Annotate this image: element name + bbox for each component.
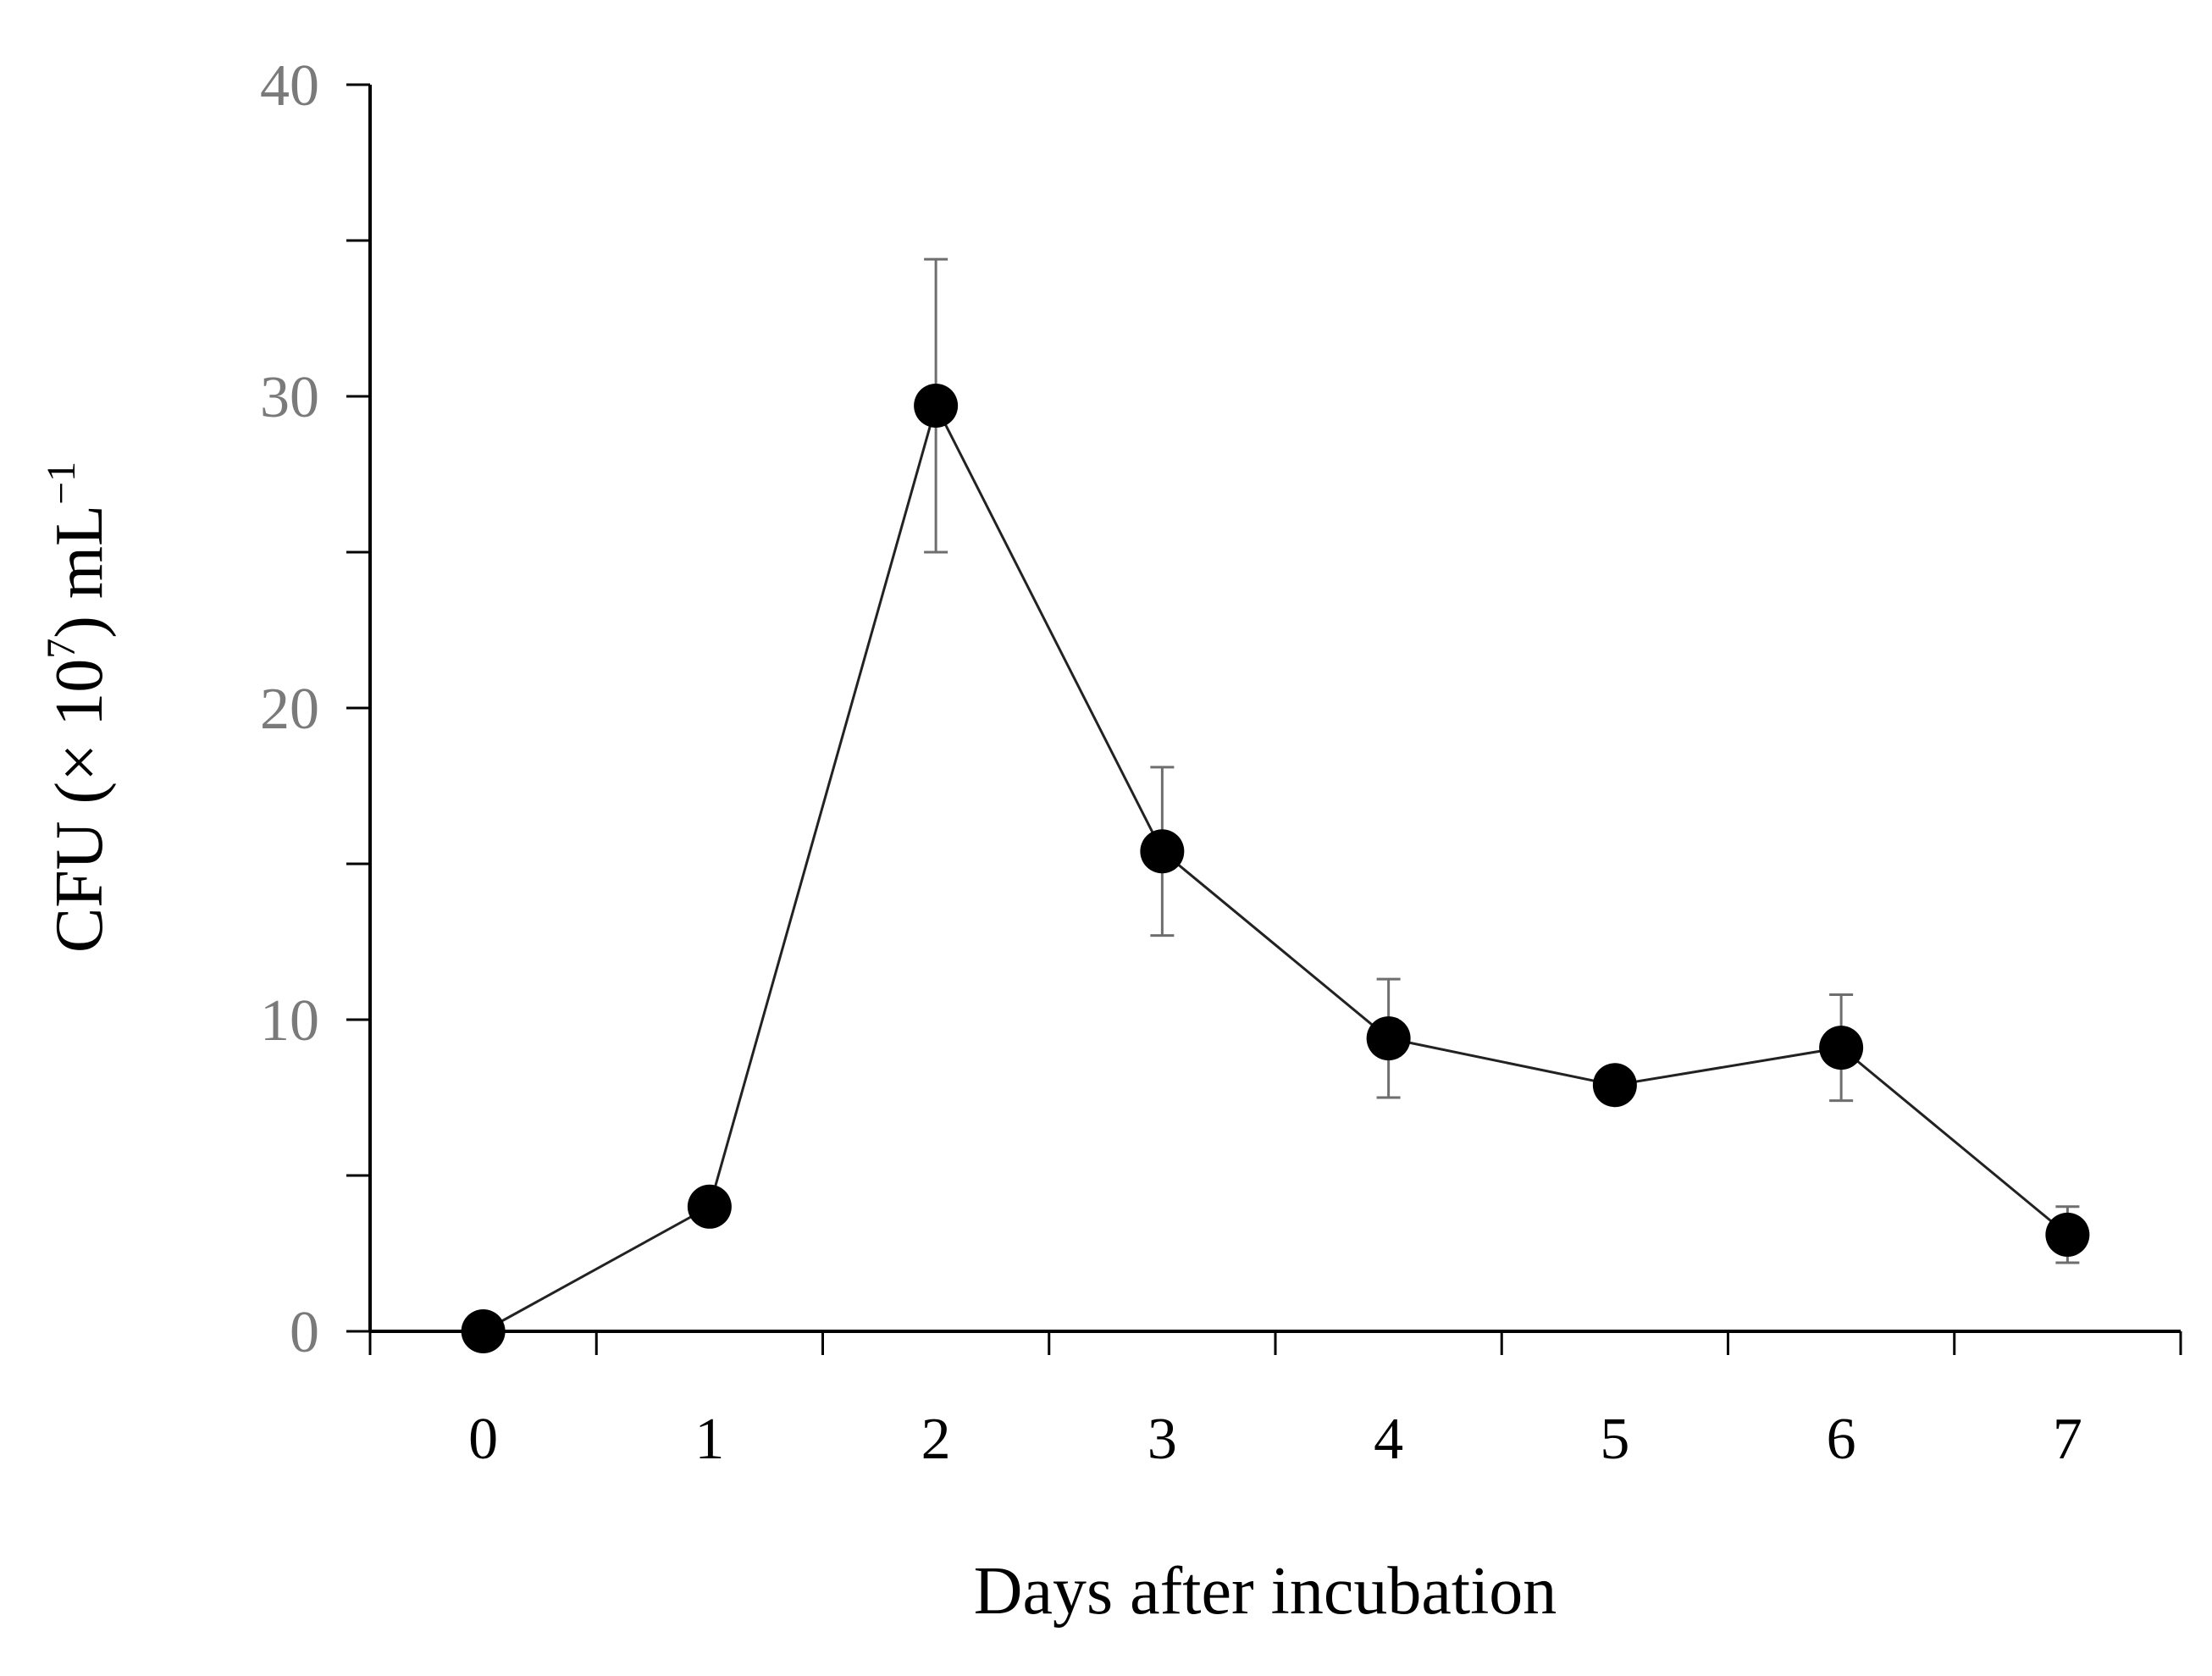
data-point	[1366, 1016, 1411, 1061]
y-tick-label: 10	[260, 988, 319, 1054]
x-tick-label: 3	[1147, 1407, 1177, 1472]
data-point	[1819, 1026, 1864, 1070]
y-axis-title-unit-exponent: −1	[39, 462, 84, 505]
data-point	[461, 1309, 506, 1353]
x-tick-label: 6	[1827, 1407, 1856, 1472]
y-axis-title-unit: ) mL	[42, 505, 117, 639]
data-point	[1140, 829, 1185, 874]
y-tick-label: 30	[260, 365, 319, 430]
x-tick-label: 0	[468, 1407, 498, 1472]
x-tick-label: 2	[921, 1407, 951, 1472]
y-tick-label: 40	[260, 53, 319, 119]
x-tick-label: 5	[1600, 1407, 1629, 1472]
y-tick-label: 0	[290, 1300, 319, 1365]
y-tick-label: 20	[260, 677, 319, 742]
data-point	[687, 1184, 732, 1229]
data-point	[2045, 1212, 2090, 1257]
series-line	[482, 401, 2069, 1333]
y-axis-title-main: CFU (× 10	[42, 659, 117, 953]
data-point	[1592, 1063, 1637, 1108]
y-axis-title-exponent: 7	[39, 639, 84, 659]
x-axis-ticks: 0 1 2 3 4 5 6 7	[368, 1331, 2182, 1472]
x-tick-label: 7	[2053, 1407, 2082, 1472]
y-axis-title: CFU (× 107) mL−1	[39, 462, 117, 953]
series-cfu	[461, 257, 2090, 1353]
x-axis-title: Days after incubation	[974, 1554, 1557, 1629]
y-axis-ticks: 0 10 20 30 40	[260, 53, 370, 1365]
data-point	[914, 384, 959, 429]
x-tick-label: 1	[694, 1407, 724, 1472]
x-tick-label: 4	[1374, 1407, 1403, 1472]
